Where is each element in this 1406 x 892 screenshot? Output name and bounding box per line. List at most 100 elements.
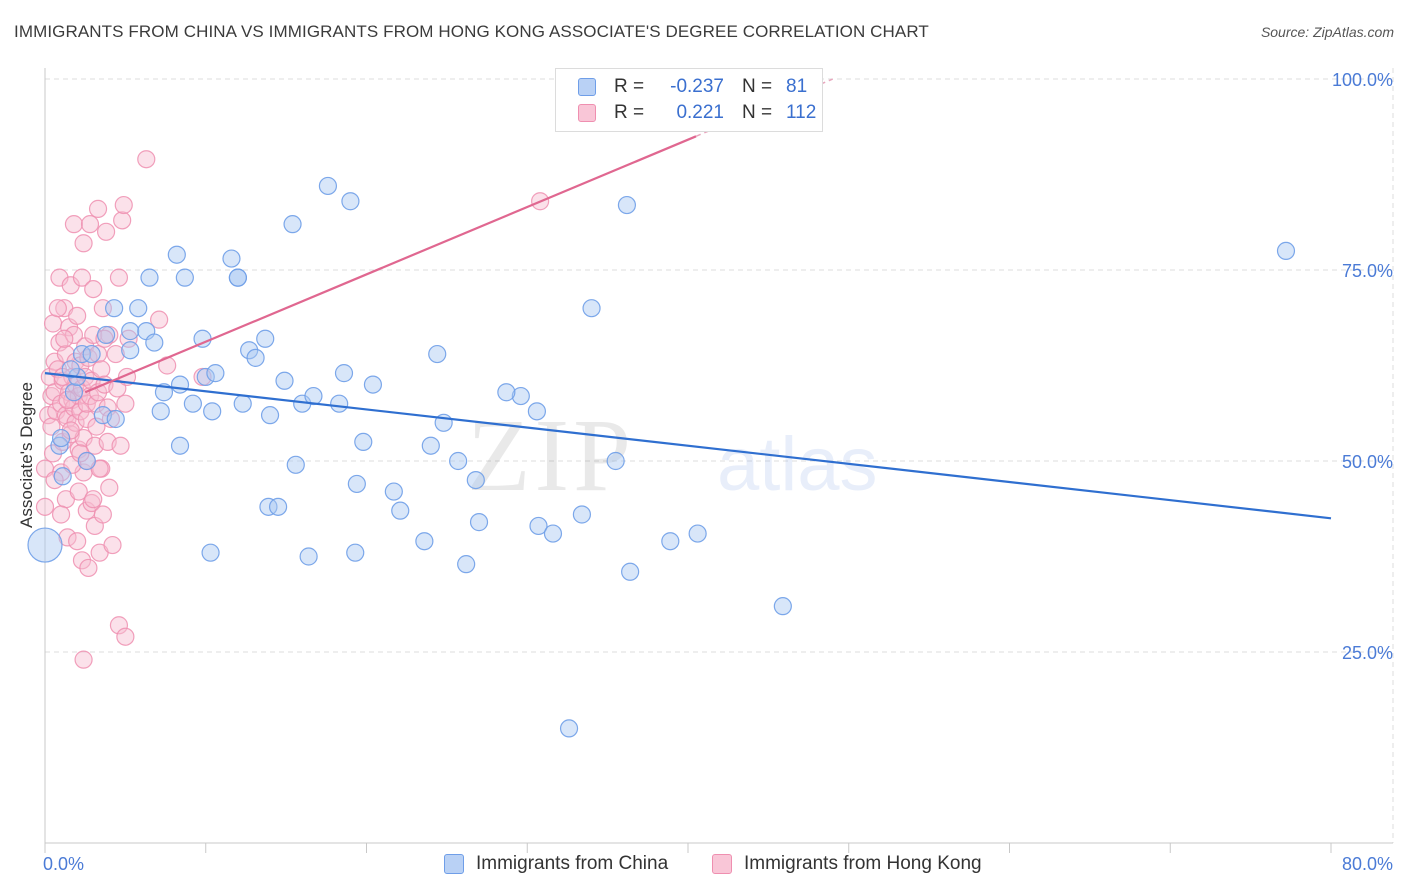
n-value: 112 [786, 102, 817, 123]
data-point-china [621, 562, 640, 581]
data-point-china [27, 527, 63, 563]
data-point-china [51, 428, 71, 448]
y-tick-label: 25.0% [1342, 643, 1393, 663]
tick-labels: 25.0% 50.0% 75.0% 100.0% 0.0% 80.0% [43, 70, 1393, 874]
data-point-hongkong [69, 482, 88, 501]
data-point-china [260, 406, 280, 425]
data-point-hongkong [55, 329, 74, 348]
data-point-china [363, 375, 383, 394]
data-point-china [773, 597, 792, 616]
data-point-china [466, 471, 485, 490]
data-point-hongkong [109, 268, 129, 287]
legend-item-china[interactable]: Immigrants from China [444, 851, 668, 877]
data-point-hongkong [51, 505, 71, 524]
data-point-china [96, 325, 116, 345]
n-label: N = [742, 102, 773, 123]
source-credit: Source: ZipAtlas.com [1260, 24, 1394, 40]
data-point-china [64, 383, 84, 402]
data-point-hongkong [84, 325, 103, 345]
data-point-hongkong [88, 344, 108, 364]
y-axis-label: Associate's Degree [17, 382, 36, 528]
data-point-china [105, 299, 124, 318]
data-point-china [572, 505, 592, 524]
data-point-china [175, 268, 194, 287]
data-point-china [1276, 241, 1296, 260]
x-tick-label: 0.0% [43, 854, 84, 874]
data-point-china [170, 436, 190, 455]
data-point-china [275, 371, 294, 390]
data-point-china [421, 436, 440, 455]
data-point-china [527, 402, 546, 421]
data-point-china [529, 516, 548, 536]
data-point-china [151, 402, 170, 421]
legend-item-hongkong[interactable]: Immigrants from Hong Kong [712, 851, 982, 877]
series-china [27, 176, 1296, 738]
trendline-hongkong [84, 135, 697, 394]
data-point-hongkong [137, 150, 156, 169]
data-point-china [391, 501, 410, 520]
data-point-china [228, 268, 247, 287]
data-point-china [283, 215, 302, 234]
data-point-hongkong [35, 497, 55, 516]
data-point-hongkong [113, 211, 132, 230]
data-point-china [167, 245, 186, 264]
watermark-zip: ZIP [467, 398, 635, 513]
trend-lines [44, 78, 1332, 520]
data-point-china [233, 394, 252, 413]
data-point-china [286, 455, 305, 474]
data-point-hongkong [58, 528, 77, 547]
data-point-china [206, 364, 225, 383]
y-tick-label: 100.0% [1332, 70, 1393, 90]
data-point-hongkong [68, 306, 87, 325]
data-point-china [77, 451, 96, 471]
data-point-hongkong [48, 299, 67, 318]
data-point-hongkong [92, 360, 111, 379]
data-point-china [72, 344, 92, 364]
data-point-hongkong [72, 551, 92, 570]
data-point-hongkong [72, 268, 92, 287]
correlation-stats-box: R = -0.237 N = 81 R = 0.221 N = 112 [555, 68, 823, 132]
hongkong-swatch [578, 104, 596, 122]
r-label: R = [614, 102, 645, 123]
data-point-china [299, 547, 318, 566]
data-point-hongkong [68, 532, 87, 551]
legend-china-swatch [444, 854, 464, 874]
data-point-hongkong [80, 215, 100, 234]
data-point-hongkong [88, 199, 108, 218]
data-point-china [354, 432, 373, 451]
data-point-china [240, 341, 259, 360]
data-point-hongkong [96, 222, 116, 241]
data-point-china [183, 394, 202, 413]
data-point-hongkong [93, 505, 112, 524]
data-point-hongkong [116, 627, 135, 646]
data-point-china [347, 474, 366, 494]
gridlines [45, 68, 1394, 843]
data-point-china [582, 299, 601, 318]
data-point-china [304, 386, 323, 406]
data-point-hongkong [84, 280, 103, 299]
r-value: 0.221 [676, 102, 724, 123]
data-point-hongkong [64, 215, 84, 234]
r-value: -0.237 [670, 76, 724, 97]
data-point-china [341, 192, 360, 211]
data-point-china [121, 341, 140, 360]
data-point-china [543, 524, 563, 543]
data-point-china [50, 436, 69, 455]
data-point-china [61, 360, 80, 379]
data-point-hongkong [64, 325, 84, 345]
n-label: N = [742, 76, 773, 97]
data-point-hongkong [100, 478, 119, 497]
data-point-hongkong [74, 234, 93, 253]
data-point-china [268, 497, 288, 516]
data-point-china [457, 555, 476, 574]
data-point-hongkong [43, 314, 63, 333]
data-point-hongkong [87, 394, 106, 413]
data-point-china [222, 249, 241, 268]
data-point-hongkong [114, 195, 133, 215]
data-point-china [617, 195, 637, 215]
data-point-hongkong [103, 535, 122, 555]
data-point-china [346, 543, 365, 562]
data-point-hongkong [58, 390, 77, 409]
data-point-hongkong [150, 310, 169, 329]
data-point-hongkong [87, 417, 106, 436]
